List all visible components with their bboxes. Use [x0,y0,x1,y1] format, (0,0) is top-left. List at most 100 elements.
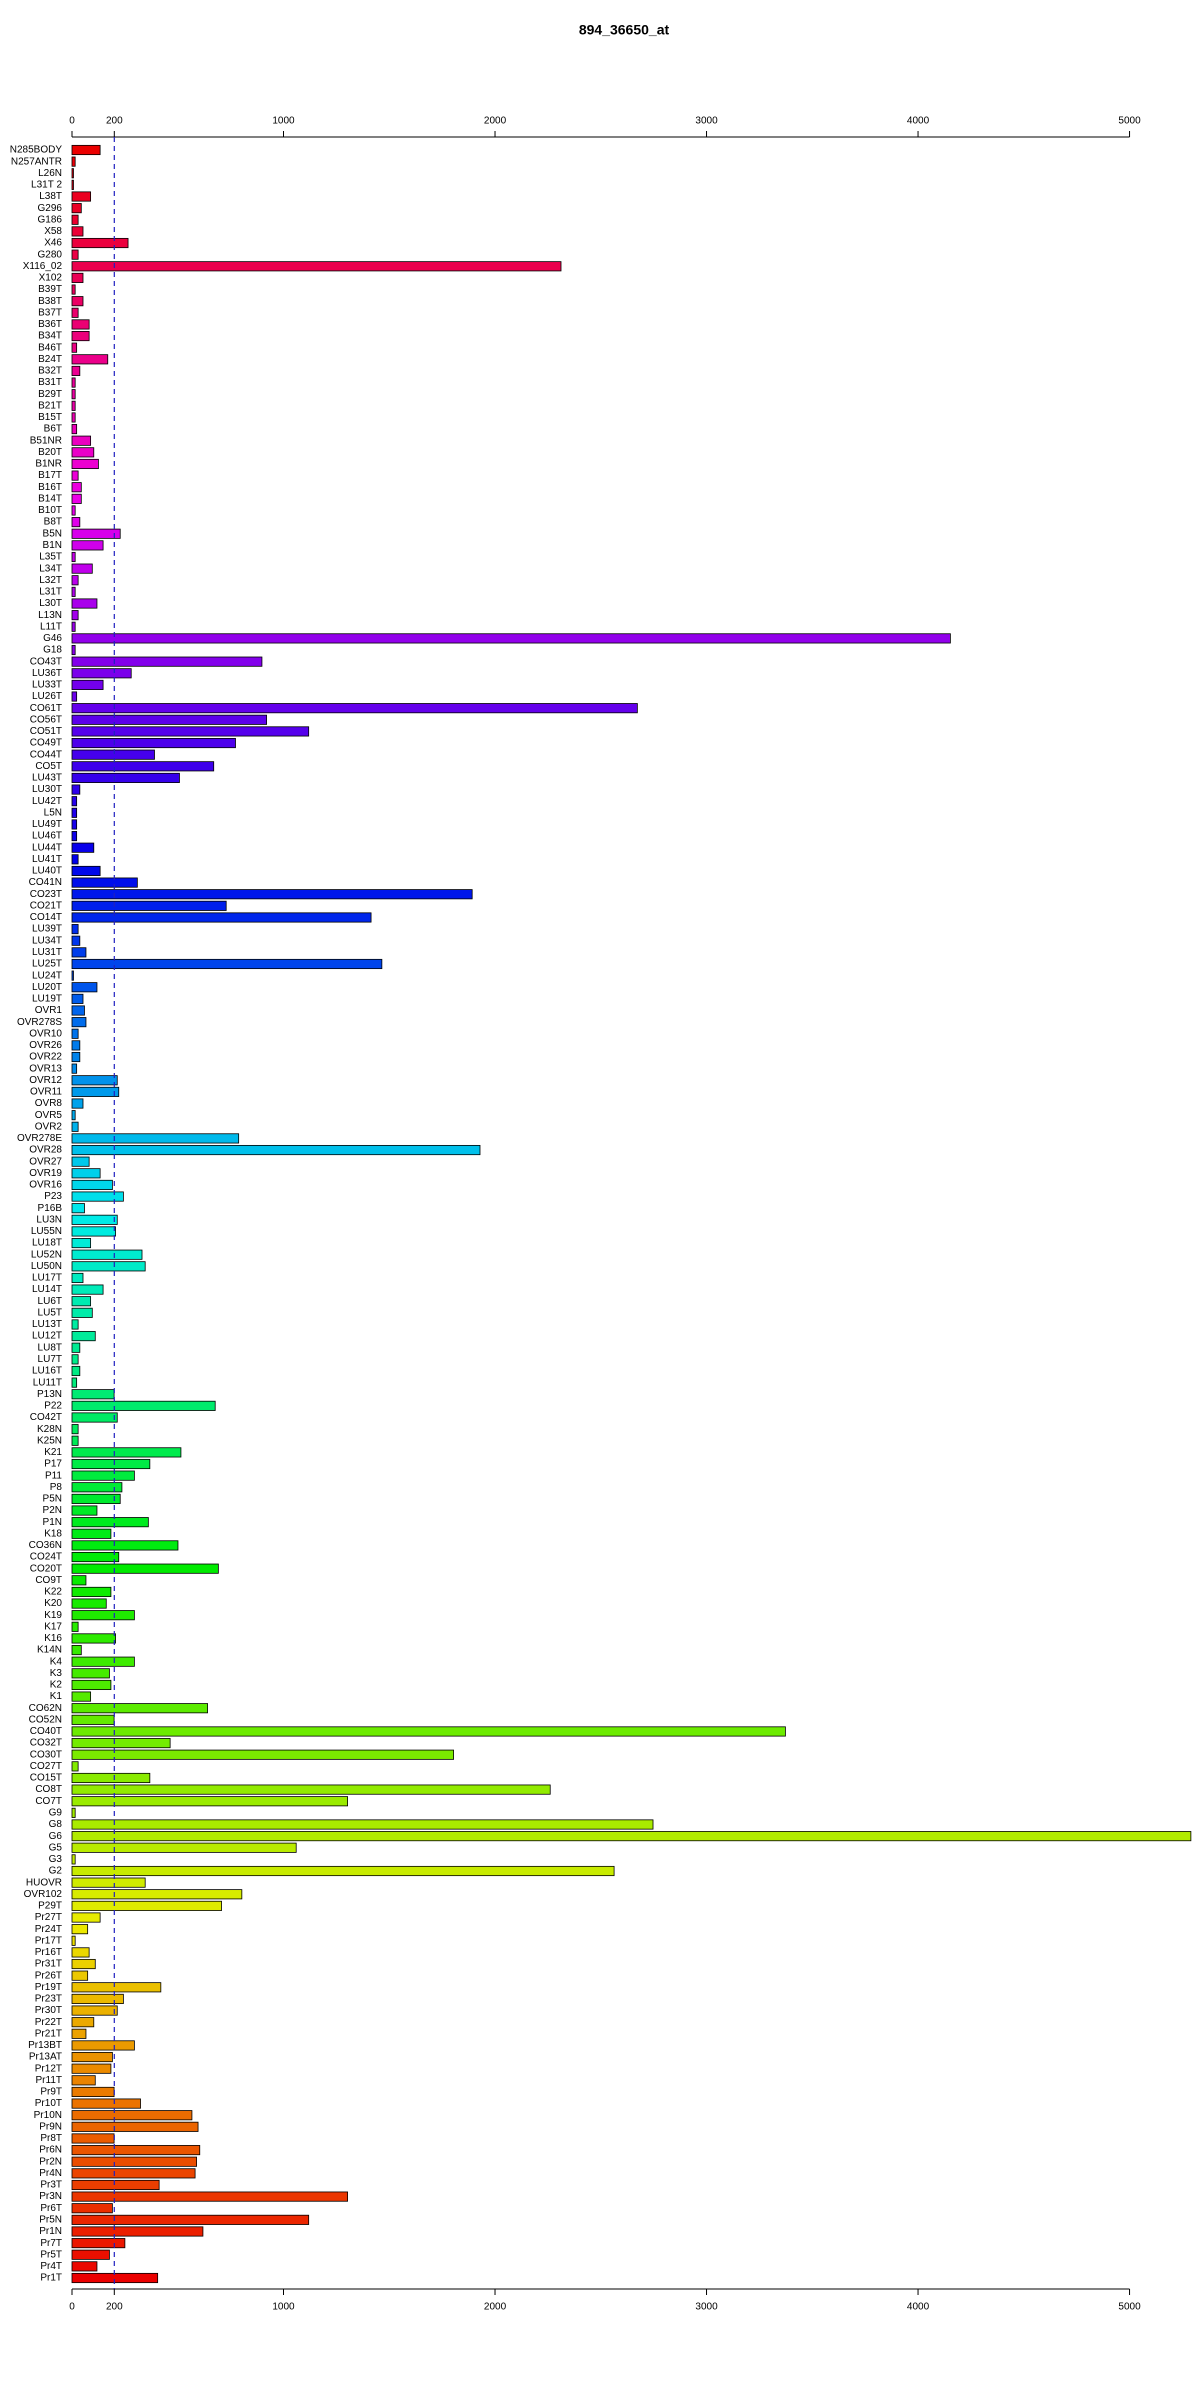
y-tick-label: CO51T [30,726,62,737]
bar [71,1447,182,1458]
y-tick-label: OVR10 [29,1028,62,1039]
bar [71,435,92,446]
bar [71,1110,76,1121]
bar [71,726,310,737]
y-tick-label: CO5T [35,761,62,772]
y-tick-label: K25N [37,1435,62,1446]
y-tick-label: Pr10N [34,2110,62,2121]
y-tick-label: LU18T [32,1238,62,1249]
y-tick-label: LU41T [32,854,62,865]
bar [71,1958,96,1970]
y-tick-label: B37T [38,307,62,318]
bar [71,1238,92,1249]
bar [71,354,109,365]
y-tick-label: CO40T [30,1726,62,1737]
bar [71,1563,219,1574]
y-tick-label: K19 [44,1610,62,1621]
bar [71,668,132,679]
bar [71,1331,96,1342]
y-tick-label: LU17T [32,1273,62,1284]
y-tick-label: B36T [38,319,62,330]
y-tick-label: LU25T [32,959,62,970]
bar [71,621,76,632]
bar [71,1121,79,1132]
y-tick-label: OVR16 [29,1180,62,1191]
bar [71,958,383,970]
y-tick-label: Pr13AT [29,2052,62,2063]
bar [71,1435,79,1446]
y-tick-label: Pr2N [39,2156,62,2167]
bar [71,1842,297,1853]
bar [71,1517,149,1528]
y-tick-label: LU26T [32,691,62,702]
y-tick-label: OVR102 [24,1889,63,1900]
y-tick-label: Pr19T [35,1982,62,1993]
bar [71,1412,118,1423]
bar [71,1365,81,1377]
y-tick-label: Pr11T [36,2075,63,2086]
y-tick-label: B31T [38,377,62,388]
bar [71,1389,115,1400]
bar [71,970,74,981]
y-tick-label: OVR8 [35,1098,63,1109]
y-tick-label: K1 [50,1691,63,1702]
y-tick-label: OVR278S [17,1017,62,1028]
bar [71,1772,151,1784]
bar [71,1656,135,1667]
y-tick-label: CO30T [30,1749,62,1760]
y-tick-label: Pr4N [39,2168,62,2179]
bar [71,656,263,667]
y-tick-label: G6 [49,1831,63,1842]
y-tick-label: K28N [37,1424,62,1435]
y-tick-label: L31T [39,587,62,598]
y-tick-label: OVR2 [35,1121,63,1132]
bar [71,749,155,760]
bar [71,1482,123,1493]
y-tick-label: B32T [38,366,62,377]
y-tick-label: P11 [45,1470,62,1481]
bar [71,2145,201,2156]
y-tick-label: K4 [50,1656,63,1667]
y-tick-label: LU16T [32,1366,62,1377]
y-tick-label: CO15T [30,1773,62,1784]
y-tick-label: G9 [49,1808,63,1819]
bar [71,1924,89,1935]
y-tick-label: Pr1T [40,2273,62,2284]
y-tick-label: CO56T [30,714,62,725]
y-tick-label: LU31T [32,947,62,958]
y-tick-label: CO49T [30,738,62,749]
bar [71,563,93,574]
bar [71,633,951,644]
bar [71,1424,79,1435]
y-tick-label: OVR13 [29,1063,62,1074]
bar [71,517,81,528]
y-tick-label: B15T [38,412,62,423]
bar [71,2156,197,2167]
y-tick-label: Pr7T [40,2238,62,2249]
bar [71,1668,110,1679]
y-tick-label: B1NR [35,459,62,470]
bar [71,1203,85,1214]
y-tick-label: LU12T [32,1331,62,1342]
bar [71,1284,104,1295]
y-tick-label: P13N [37,1389,62,1400]
y-tick-label: L38T [39,191,62,202]
bar [71,947,87,958]
bar [71,2052,113,2063]
bar [71,1970,89,1981]
bar [71,1458,151,1470]
y-tick-label: G296 [38,203,63,214]
y-tick-label: L30T [39,598,62,609]
bar [71,1191,124,1202]
bar [71,1179,113,1190]
y-tick-label: LU36T [32,668,62,679]
bar [71,2179,160,2191]
bar [71,1168,101,1179]
y-tick-label: Pr6T [40,2203,62,2214]
y-tick-label: P2N [43,1505,62,1516]
y-tick-label: LU19T [32,994,62,1005]
y-tick-label: B46T [38,342,62,353]
y-tick-label: P8 [50,1482,63,1493]
y-tick-label: OVR26 [29,1040,62,1051]
y-tick-label: OVR19 [29,1168,62,1179]
